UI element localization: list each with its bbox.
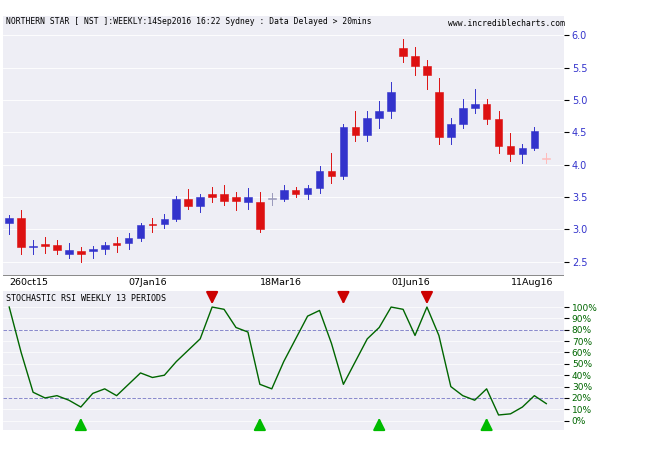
Bar xyxy=(471,104,478,108)
Bar xyxy=(256,202,264,229)
Bar xyxy=(5,217,13,223)
Bar xyxy=(89,248,97,251)
Text: 07Jan16: 07Jan16 xyxy=(129,278,167,287)
Bar xyxy=(530,131,538,148)
Bar xyxy=(29,246,37,248)
Bar xyxy=(506,146,514,154)
Bar xyxy=(447,125,454,137)
Bar xyxy=(77,251,85,254)
Bar xyxy=(399,48,407,56)
Bar xyxy=(136,225,144,238)
Bar xyxy=(172,199,180,219)
Bar xyxy=(65,250,73,254)
Bar xyxy=(519,148,526,154)
Bar xyxy=(339,127,347,176)
Bar xyxy=(244,197,252,202)
Text: www.incrediblecharts.com: www.incrediblecharts.com xyxy=(448,19,566,28)
Bar xyxy=(232,197,240,201)
Bar xyxy=(185,199,192,206)
Bar xyxy=(53,245,61,250)
Bar xyxy=(220,194,228,201)
Text: STOCHASTIC RSI WEEKLY 13 PERIODS: STOCHASTIC RSI WEEKLY 13 PERIODS xyxy=(6,294,166,303)
Bar xyxy=(18,217,25,248)
Bar xyxy=(316,171,323,188)
Bar xyxy=(304,188,311,194)
Bar xyxy=(435,92,443,137)
Bar xyxy=(161,219,168,224)
Bar xyxy=(495,119,502,146)
Bar xyxy=(328,171,335,176)
Text: NORTHERN STAR [ NST ]:WEEKLY:14Sep2016 16:22 Sydney : Data Delayed > 20mins: NORTHERN STAR [ NST ]:WEEKLY:14Sep2016 1… xyxy=(6,17,372,26)
Bar xyxy=(376,112,383,118)
Bar xyxy=(208,194,216,197)
Text: 01Jun16: 01Jun16 xyxy=(391,278,430,287)
Bar xyxy=(41,244,49,246)
Bar xyxy=(149,224,156,225)
Text: 260ct15: 260ct15 xyxy=(9,278,48,287)
Bar xyxy=(292,190,300,194)
Text: 18Mar16: 18Mar16 xyxy=(260,278,302,287)
Bar xyxy=(387,92,395,112)
Bar xyxy=(352,127,359,135)
Bar xyxy=(101,245,109,248)
Bar xyxy=(113,243,120,245)
Text: 11Aug16: 11Aug16 xyxy=(510,278,553,287)
Bar xyxy=(268,198,276,199)
Bar xyxy=(423,66,431,75)
Bar xyxy=(483,104,491,119)
Bar xyxy=(363,118,371,135)
Bar xyxy=(411,56,419,66)
Bar xyxy=(125,238,133,243)
Bar xyxy=(280,190,287,199)
Bar xyxy=(543,158,550,159)
Bar xyxy=(459,108,467,125)
Bar xyxy=(196,197,204,206)
